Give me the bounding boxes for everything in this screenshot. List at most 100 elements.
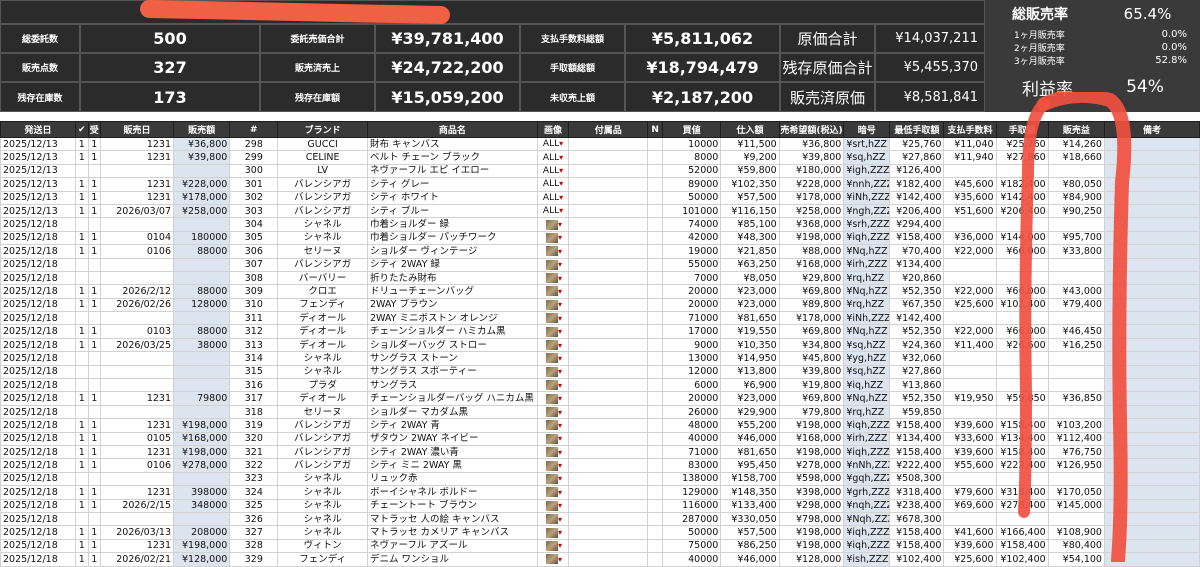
table-cell[interactable]: ¥20,860 <box>889 270 945 286</box>
table-cell[interactable]: 1231 <box>100 190 175 205</box>
table-cell[interactable] <box>943 404 997 420</box>
table-cell[interactable]: ¥39,800 <box>173 150 231 165</box>
table-cell[interactable]: ¥318,400 <box>889 485 945 500</box>
table-cell[interactable] <box>647 538 663 554</box>
table-cell[interactable]: ALL▾ <box>536 190 570 205</box>
table-cell[interactable] <box>1103 136 1200 152</box>
table-cell[interactable]: 1 <box>75 552 89 567</box>
table-cell[interactable]: ¥rq,hZZ <box>843 297 891 313</box>
table-cell[interactable]: 2025/12/18 <box>0 311 77 326</box>
table-cell[interactable] <box>1103 404 1200 420</box>
table-cell[interactable]: ¥69,800 <box>778 284 845 299</box>
table-cell[interactable]: ¥178,000 <box>778 190 845 205</box>
product-thumbnail-icon[interactable] <box>546 420 558 431</box>
table-cell[interactable]: シティ 2WAY 青 <box>366 418 538 433</box>
table-cell[interactable]: 1 <box>75 177 89 192</box>
table-cell[interactable]: ¥103,200 <box>1047 418 1105 433</box>
table-cell[interactable]: ¥srt,hZZ <box>843 136 891 152</box>
table-cell[interactable] <box>75 351 89 366</box>
table-cell[interactable] <box>1047 257 1105 272</box>
table-cell[interactable]: 2026/03/25 <box>100 337 175 353</box>
table-cell[interactable] <box>568 284 649 299</box>
table-cell[interactable]: ▾ <box>536 391 570 406</box>
product-thumbnail-icon[interactable] <box>546 540 558 551</box>
table-cell[interactable]: ¥ngh,ZZZ <box>843 203 891 219</box>
table-cell[interactable] <box>1103 431 1200 446</box>
table-cell[interactable]: ¥80,400 <box>1047 538 1105 554</box>
table-cell[interactable]: 308 <box>229 270 279 286</box>
column-header[interactable]: 発送日 <box>0 121 77 138</box>
table-cell[interactable]: ¥23,000 <box>720 284 780 299</box>
table-cell[interactable]: ¥128,000 <box>778 552 845 567</box>
table-cell[interactable] <box>995 378 1049 393</box>
table-cell[interactable]: 101000 <box>661 203 722 219</box>
image-dropdown-value[interactable]: ALL <box>542 179 560 190</box>
product-thumbnail-icon[interactable] <box>546 232 558 243</box>
table-cell[interactable]: ¥298,000 <box>778 498 845 513</box>
table-cell[interactable]: 財布 キャンバス <box>366 136 538 152</box>
table-cell[interactable]: ¥258,000 <box>173 203 231 219</box>
table-cell[interactable] <box>568 177 649 192</box>
table-cell[interactable] <box>995 217 1049 232</box>
table-cell[interactable]: ザタウン 2WAY ネイビー <box>366 431 538 446</box>
table-cell[interactable]: ¥85,100 <box>720 217 780 232</box>
table-cell[interactable] <box>647 511 663 527</box>
table-cell[interactable] <box>647 351 663 366</box>
table-cell[interactable]: プラダ <box>277 378 368 393</box>
table-cell[interactable]: ¥34,800 <box>778 337 845 353</box>
table-cell[interactable] <box>87 163 102 179</box>
table-cell[interactable] <box>100 351 175 366</box>
column-header[interactable]: ブランド <box>277 121 368 138</box>
table-cell[interactable]: ¥iqh,ZZZ <box>843 538 891 554</box>
table-cell[interactable]: 2025/12/18 <box>0 284 77 299</box>
table-cell[interactable]: ¥11,940 <box>943 150 997 165</box>
table-cell[interactable] <box>1103 525 1200 540</box>
table-cell[interactable]: ディオール <box>277 311 368 326</box>
table-cell[interactable]: 2025/12/18 <box>0 538 77 554</box>
table-cell[interactable] <box>568 364 649 380</box>
table-cell[interactable]: ¥67,350 <box>889 297 945 313</box>
table-cell[interactable] <box>568 404 649 420</box>
table-cell[interactable]: 1 <box>87 324 102 339</box>
table-cell[interactable]: ▾ <box>536 244 570 259</box>
table-row[interactable]: 2025/12/13 1 1 1231 ¥39,800 299 CELINE ベルト チェーン… <box>0 150 1200 165</box>
table-cell[interactable]: 2026/03/13 <box>100 525 175 540</box>
table-cell[interactable]: ¥318,400 <box>995 485 1049 500</box>
table-cell[interactable]: ¥18,660 <box>1047 150 1105 165</box>
table-cell[interactable]: 315 <box>229 364 279 380</box>
table-cell[interactable] <box>647 190 663 205</box>
table-cell[interactable]: ¥27,860 <box>889 364 945 380</box>
table-cell[interactable]: バレンシアガ <box>277 431 368 446</box>
table-row[interactable]: 2025/12/18 1 1 2026/03/25 38000 313 ディオール ショルダー… <box>0 337 1200 353</box>
table-cell[interactable] <box>1103 270 1200 286</box>
table-cell[interactable]: 329 <box>229 552 279 567</box>
table-cell[interactable]: ¥54,100 <box>1047 552 1105 567</box>
dropdown-arrow-icon[interactable]: ▾ <box>558 407 563 417</box>
table-cell[interactable] <box>568 270 649 286</box>
table-cell[interactable] <box>1103 311 1200 326</box>
dropdown-arrow-icon[interactable]: ▾ <box>558 434 563 444</box>
table-cell[interactable]: 310 <box>229 297 279 313</box>
table-cell[interactable]: 1 <box>75 230 89 246</box>
table-cell[interactable]: ¥158,400 <box>995 444 1049 460</box>
table-cell[interactable]: ¥13,860 <box>889 378 945 393</box>
table-cell[interactable]: 2025/12/13 <box>0 136 77 152</box>
table-cell[interactable]: ¥70,400 <box>889 244 945 259</box>
table-cell[interactable]: ¥168,000 <box>778 431 845 446</box>
table-row[interactable]: 2025/12/18 304 シャネル 巾着ショルダー 緑 ▾ 74000 ¥85,100 ¥… <box>0 217 1200 232</box>
table-cell[interactable]: 307 <box>229 257 279 272</box>
table-cell[interactable] <box>568 552 649 567</box>
table-cell[interactable]: 71000 <box>661 444 722 460</box>
table-cell[interactable]: ▾ <box>536 511 570 527</box>
dropdown-arrow-icon[interactable]: ▾ <box>558 528 563 538</box>
table-row[interactable]: 2025/12/18 307 バレンシアガ シティ 2WAY 緑 ▾ 55000 ¥63,2… <box>0 257 1200 272</box>
table-cell[interactable]: ¥86,250 <box>720 538 780 554</box>
table-cell[interactable] <box>173 163 231 179</box>
table-cell[interactable]: ¥24,360 <box>889 337 945 353</box>
table-cell[interactable]: 1 <box>75 324 89 339</box>
table-cell[interactable]: 2026/02/21 <box>100 552 175 567</box>
table-cell[interactable]: 2025/12/18 <box>0 511 77 527</box>
table-cell[interactable]: シティ ブルー <box>366 203 538 219</box>
table-row[interactable]: 2025/12/18 1 1 0105 ¥168,000 320 バレンシアガ ザタウン 2W… <box>0 431 1200 446</box>
table-cell[interactable]: ディオール <box>277 324 368 339</box>
